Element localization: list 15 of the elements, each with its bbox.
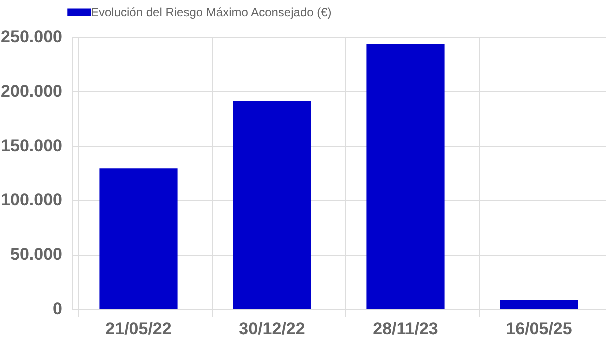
y-tick-label: 50.000 bbox=[10, 245, 62, 264]
y-tick-label: 100.000 bbox=[1, 190, 62, 210]
y-tick-label: 150.000 bbox=[1, 136, 62, 156]
y-tick-label: 0 bbox=[53, 300, 62, 318]
x-tick-label: 21/05/22 bbox=[106, 320, 172, 338]
bar bbox=[366, 44, 445, 309]
bar bbox=[233, 101, 312, 309]
x-tick-label: 28/11/23 bbox=[373, 320, 438, 338]
x-tick-label: 16/05/25 bbox=[506, 320, 572, 338]
y-tick-label: 250.000 bbox=[1, 28, 62, 46]
bar bbox=[100, 168, 178, 309]
bar bbox=[500, 300, 578, 309]
x-tick-label: 30/12/22 bbox=[239, 320, 306, 338]
legend-label: Evolución del Riesgo Máximo Aconsejado (€) bbox=[91, 6, 332, 20]
y-tick-label: 200.000 bbox=[1, 82, 62, 101]
